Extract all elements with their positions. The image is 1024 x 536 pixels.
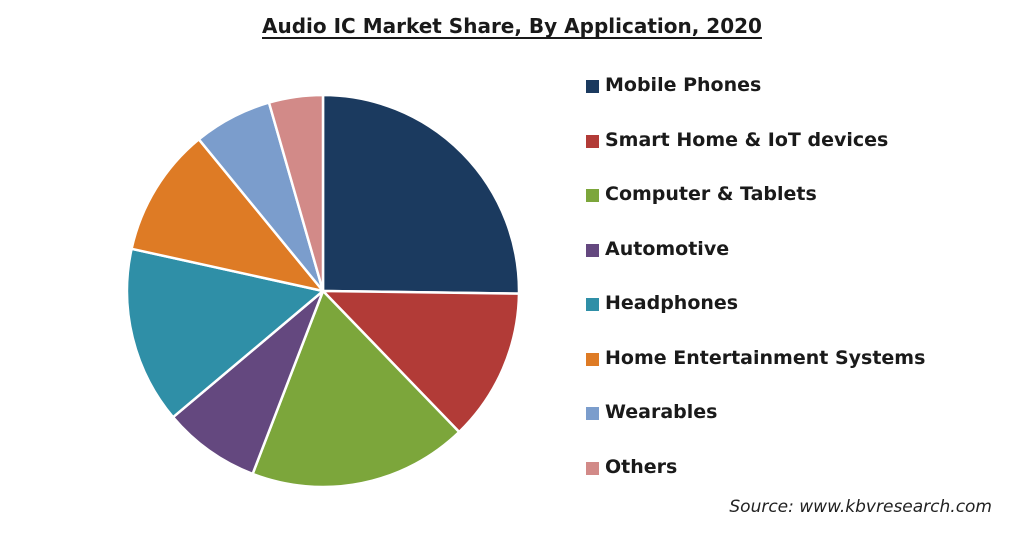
legend-swatch [586, 243, 599, 257]
legend-item-home-entertainment-systems: Home Entertainment Systems [586, 347, 925, 402]
legend-swatch [586, 189, 599, 202]
legend-item-others: Others [586, 456, 925, 511]
legend-label: Home Entertainment Systems [605, 346, 926, 369]
legend-item-headphones: Headphones [586, 292, 925, 347]
legend-swatch [586, 461, 599, 475]
source-note: Source: www.kbvresearch.com [729, 497, 992, 517]
legend-item-computer-tablets: Computer & Tablets [586, 183, 925, 238]
legend-label: Computer & Tablets [605, 183, 817, 205]
legend-label: Others [605, 455, 678, 478]
legend-swatch [586, 407, 599, 420]
legend-item-wearables: Wearables [586, 401, 925, 456]
legend-swatch [586, 352, 599, 366]
chart-title: Audio IC Market Share, By Application, 2… [262, 14, 762, 38]
legend-swatch [586, 298, 599, 311]
legend-label: Smart Home & IoT devices [605, 128, 889, 151]
legend-label: Automotive [605, 237, 730, 260]
pie-slice-others [267, 93, 325, 293]
legend: Mobile Phones Smart Home & IoT devices Com… [586, 74, 925, 510]
legend-swatch [586, 134, 599, 148]
legend-item-mobile-phones: Mobile Phones [586, 74, 925, 129]
legend-item-automotive: Automotive [586, 238, 925, 293]
pie-slice-headphones [125, 247, 325, 419]
pie-slice-automotive [171, 289, 325, 476]
pie-slice-home-entertainment-systems [130, 138, 325, 293]
legend-label: Headphones [605, 292, 739, 314]
pie-slice-smart-home-iot-devices [321, 289, 521, 434]
legend-label: Mobile Phones [605, 74, 762, 96]
legend-label: Wearables [605, 401, 718, 423]
legend-swatch [586, 80, 599, 93]
legend-item-smart-home-iot-devices: Smart Home & IoT devices [586, 129, 925, 184]
pie-slice-mobile-phones [321, 93, 521, 295]
